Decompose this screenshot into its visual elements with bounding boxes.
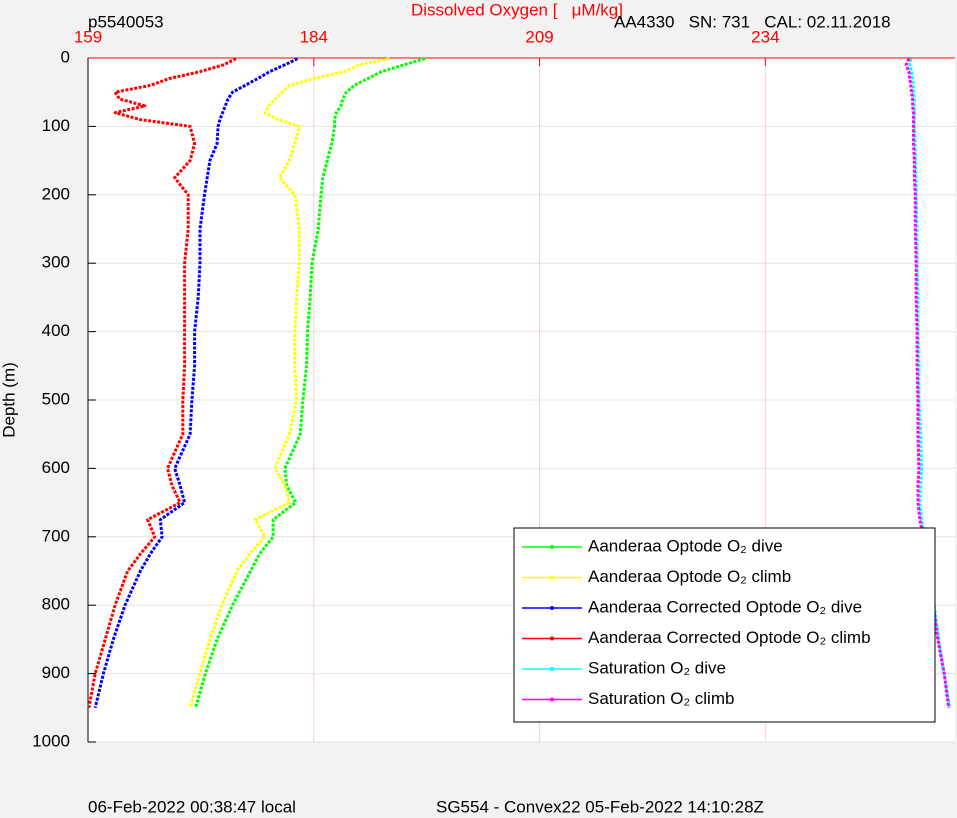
footer-right: SG554 - Convex22 05-Feb-2022 14:10:28Z (436, 797, 764, 816)
y-tick-label: 100 (42, 116, 70, 135)
legend-label: Aanderaa Optode O₂ climb (588, 567, 791, 586)
legend-marker (550, 697, 554, 702)
legend-marker (550, 667, 554, 671)
x-tick-label: 234 (751, 27, 779, 46)
y-axis-label: Depth (m) (0, 362, 18, 438)
top-left-label: p5540053 (88, 12, 164, 31)
legend-label: Aanderaa Corrected Optode O₂ climb (588, 628, 871, 647)
y-tick-label: 400 (42, 321, 70, 340)
legend-label: Aanderaa Corrected Optode O₂ dive (588, 597, 862, 616)
legend-box (513, 527, 936, 723)
legend-marker (550, 636, 554, 641)
chart-title: Dissolved Oxygen [ μM/kg] (411, 0, 623, 19)
legend-marker (550, 575, 554, 580)
series-line (188, 57, 390, 709)
y-tick-label: 500 (42, 389, 70, 408)
legend-marker (550, 545, 554, 549)
y-tick-label: 800 (42, 595, 70, 614)
legend-marker (550, 606, 554, 610)
x-tick-label: 209 (525, 27, 553, 46)
y-tick-label: 0 (61, 47, 70, 66)
legend-label: Saturation O₂ dive (588, 658, 726, 677)
footer-left: 06-Feb-2022 00:38:47 local (88, 797, 296, 816)
series-line (87, 57, 237, 709)
y-tick-label: 600 (42, 458, 70, 477)
series-line (93, 57, 299, 709)
y-tick-label: 300 (42, 253, 70, 272)
y-tick-label: 200 (42, 184, 70, 203)
x-tick-label: 184 (300, 27, 328, 46)
y-tick-label: 1000 (32, 731, 70, 750)
y-tick-label: 900 (42, 663, 70, 682)
y-tick-label: 700 (42, 526, 70, 545)
top-right-label: AA4330 SN: 731 CAL: 02.11.2018 (614, 12, 891, 31)
legend-label: Saturation O₂ climb (588, 689, 734, 708)
series-line (194, 57, 426, 709)
x-tick-label: 159 (74, 27, 102, 46)
legend-label: Aanderaa Optode O₂ dive (588, 536, 783, 555)
